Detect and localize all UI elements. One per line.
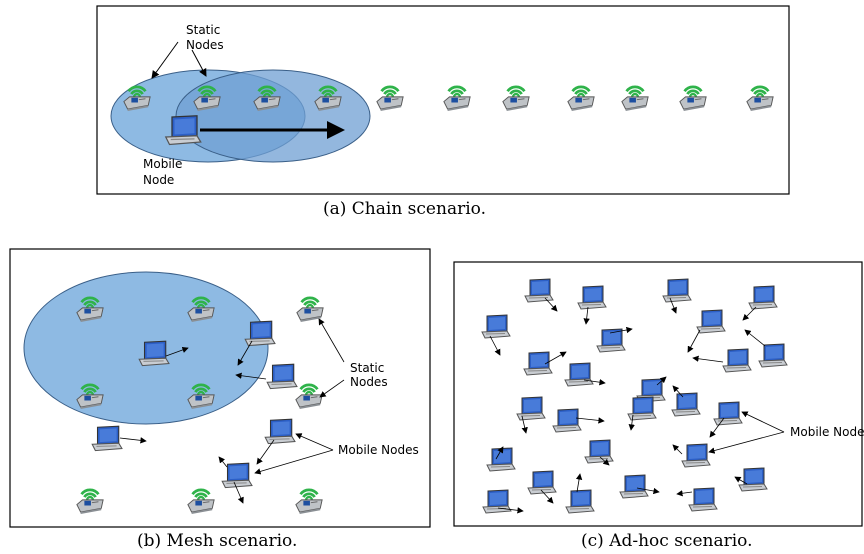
mobile-node-label: Mobile <box>143 157 182 171</box>
router-icon <box>313 85 343 111</box>
mesh-label-pointers <box>254 318 345 475</box>
static-nodes-label: Static <box>186 23 220 37</box>
adhoc-panel: Mobile Nodes (c) Ad-hoc scenario. <box>453 261 864 551</box>
static-nodes-label: Nodes <box>186 38 224 52</box>
chain-panel: Static Nodes Mobile Node (a) Chain scena… <box>96 5 790 219</box>
mesh-caption: (b) Mesh scenario. <box>137 531 297 551</box>
router-icon <box>745 85 775 111</box>
router-icon <box>678 85 708 111</box>
mesh-panel: Static Nodes Mobile Nodes (b) Mesh scena… <box>9 248 431 551</box>
mobile-nodes-label: Mobile Nodes <box>338 443 419 457</box>
static-nodes-label: Nodes <box>350 375 388 389</box>
mobile-node-label: Node <box>143 173 174 187</box>
static-pointer <box>191 49 207 77</box>
adhoc-motion-arrows <box>489 297 766 514</box>
adhoc-caption: (c) Ad-hoc scenario. <box>581 531 753 551</box>
router-icon <box>295 296 325 322</box>
router-icon <box>75 296 105 322</box>
router-icon <box>192 85 222 111</box>
range-ellipse-right <box>175 69 371 163</box>
router-icon <box>375 85 405 111</box>
mobile-nodes-label: Mobile Nodes <box>790 425 864 439</box>
router-icon <box>442 85 472 111</box>
static-nodes-label: Static <box>350 361 384 375</box>
router-icon <box>501 85 531 111</box>
router-icon <box>294 488 324 514</box>
chain-caption: (a) Chain scenario. <box>323 199 486 219</box>
router-icon <box>122 85 152 111</box>
adhoc-label-pointers <box>708 411 785 454</box>
router-icon <box>252 85 282 111</box>
static-pointer <box>151 41 179 79</box>
router-icon <box>294 383 324 409</box>
mesh-motion-arrows <box>119 340 275 504</box>
router-icon <box>186 383 216 409</box>
router-icon <box>75 383 105 409</box>
router-icon <box>186 488 216 514</box>
router-icon <box>566 85 596 111</box>
router-icon <box>75 488 105 514</box>
router-icon <box>620 85 650 111</box>
router-icon <box>186 296 216 322</box>
